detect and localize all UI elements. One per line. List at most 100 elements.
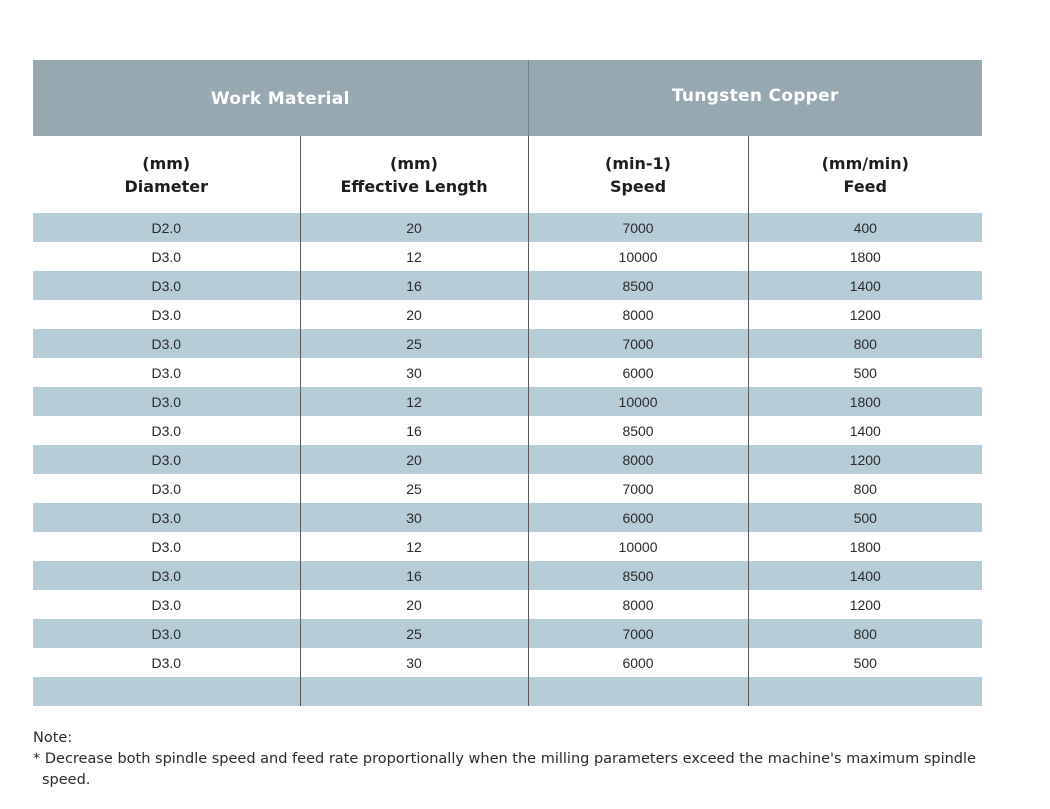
table-row: D3.0 16 8500 1400 bbox=[33, 271, 983, 300]
table-row: D3.0 16 8500 1400 bbox=[33, 416, 983, 445]
diameter-cell: D3.0 bbox=[33, 532, 300, 561]
effective-length-cell: 30 bbox=[299, 648, 529, 677]
work-material-label: Work Material bbox=[210, 89, 350, 109]
feed-cell: 800 bbox=[747, 329, 983, 358]
table-row: D3.0 12 10000 1800 bbox=[33, 242, 983, 271]
feed-cell: 1200 bbox=[747, 445, 983, 474]
feed-cell bbox=[747, 677, 983, 706]
effective-length-cell: 25 bbox=[299, 619, 529, 648]
effective-length-cell: 20 bbox=[299, 213, 529, 242]
speed-cell: 8500 bbox=[527, 416, 749, 445]
tungsten-copper-header: Tungsten Copper bbox=[528, 60, 983, 136]
note-label: Note: bbox=[33, 730, 73, 746]
table-row: D3.0 16 8500 1400 bbox=[33, 561, 983, 590]
table-row: D3.0 20 8000 1200 bbox=[33, 590, 983, 619]
diameter-cell: D3.0 bbox=[33, 358, 300, 387]
feed-cell: 500 bbox=[747, 503, 983, 532]
column-header-effective-length: (mm) Effective Length bbox=[299, 136, 529, 213]
column-unit: (mm) bbox=[390, 153, 438, 173]
table-head: Work Material Tungsten Copper (mm) Diame… bbox=[33, 60, 983, 213]
column-name: Feed bbox=[843, 176, 887, 196]
column-header-feed: (mm/min) Feed bbox=[747, 136, 983, 213]
effective-length-cell: 12 bbox=[299, 532, 529, 561]
column-name: Speed bbox=[609, 176, 667, 196]
speed-cell: 10000 bbox=[527, 387, 749, 416]
column-unit: (min-1) bbox=[605, 153, 671, 173]
effective-length-cell: 16 bbox=[299, 271, 529, 300]
speed-cell: 8000 bbox=[527, 590, 749, 619]
speed-cell: 10000 bbox=[527, 532, 749, 561]
feed-cell: 1800 bbox=[747, 532, 983, 561]
diameter-cell: D3.0 bbox=[33, 648, 300, 677]
table-row: D3.0 20 8000 1200 bbox=[33, 300, 983, 329]
table-row: D3.0 12 10000 1800 bbox=[33, 387, 983, 416]
effective-length-cell: 30 bbox=[299, 503, 529, 532]
column-name: Diameter bbox=[124, 176, 208, 196]
effective-length-cell: 12 bbox=[299, 387, 529, 416]
feed-cell: 1400 bbox=[747, 561, 983, 590]
diameter-cell: D2.0 bbox=[33, 213, 300, 242]
effective-length-cell: 16 bbox=[299, 561, 529, 590]
column-name: Effective Length bbox=[340, 176, 488, 196]
diameter-cell: D3.0 bbox=[33, 387, 300, 416]
feed-cell: 800 bbox=[747, 474, 983, 503]
feed-cell: 1200 bbox=[747, 300, 983, 329]
feed-cell: 500 bbox=[747, 358, 983, 387]
cutting-parameters-table: Work Material Tungsten Copper (mm) Diame… bbox=[33, 60, 983, 706]
effective-length-cell: 20 bbox=[299, 445, 529, 474]
table-row: D3.0 25 7000 800 bbox=[33, 329, 983, 358]
speed-cell: 6000 bbox=[527, 503, 749, 532]
cutting-parameters-table-wrap: Work Material Tungsten Copper (mm) Diame… bbox=[33, 60, 983, 706]
table-row: D3.0 20 8000 1200 bbox=[33, 445, 983, 474]
diameter-cell: D3.0 bbox=[33, 242, 300, 271]
footnote: Note: * Decrease both spindle speed and … bbox=[33, 728, 1023, 791]
table-row: D3.0 25 7000 800 bbox=[33, 474, 983, 503]
diameter-cell: D3.0 bbox=[33, 590, 300, 619]
effective-length-cell bbox=[299, 677, 529, 706]
group-header-row: Work Material Tungsten Copper bbox=[33, 60, 983, 136]
speed-cell: 8000 bbox=[527, 445, 749, 474]
table-row: D3.0 30 6000 500 bbox=[33, 648, 983, 677]
diameter-cell: D3.0 bbox=[33, 619, 300, 648]
column-unit: (mm/min) bbox=[821, 153, 909, 173]
column-header-diameter: (mm) Diameter bbox=[33, 136, 300, 213]
speed-cell: 8500 bbox=[527, 271, 749, 300]
speed-cell: 7000 bbox=[527, 619, 749, 648]
speed-cell: 6000 bbox=[527, 648, 749, 677]
feed-cell: 500 bbox=[747, 648, 983, 677]
feed-cell: 1400 bbox=[747, 271, 983, 300]
diameter-cell: D3.0 bbox=[33, 416, 300, 445]
effective-length-cell: 12 bbox=[299, 242, 529, 271]
table-row: D3.0 30 6000 500 bbox=[33, 358, 983, 387]
speed-cell: 7000 bbox=[527, 474, 749, 503]
speed-cell: 7000 bbox=[527, 329, 749, 358]
column-header-speed: (min-1) Speed bbox=[527, 136, 749, 213]
work-material-header: Work Material bbox=[33, 60, 529, 136]
diameter-cell: D3.0 bbox=[33, 474, 300, 503]
speed-cell: 6000 bbox=[527, 358, 749, 387]
effective-length-cell: 25 bbox=[299, 474, 529, 503]
feed-cell: 800 bbox=[747, 619, 983, 648]
effective-length-cell: 16 bbox=[299, 416, 529, 445]
speed-cell: 7000 bbox=[527, 213, 749, 242]
diameter-cell: D3.0 bbox=[33, 271, 300, 300]
table-row: D3.0 25 7000 800 bbox=[33, 619, 983, 648]
feed-cell: 400 bbox=[747, 213, 983, 242]
diameter-cell bbox=[33, 677, 300, 706]
feed-cell: 1800 bbox=[747, 387, 983, 416]
feed-cell: 1800 bbox=[747, 242, 983, 271]
effective-length-cell: 25 bbox=[299, 329, 529, 358]
effective-length-cell: 30 bbox=[299, 358, 529, 387]
table-row: D3.0 12 10000 1800 bbox=[33, 532, 983, 561]
speed-cell: 10000 bbox=[527, 242, 749, 271]
diameter-cell: D3.0 bbox=[33, 300, 300, 329]
effective-length-cell: 20 bbox=[299, 300, 529, 329]
speed-cell: 8000 bbox=[527, 300, 749, 329]
table-row: D3.0 30 6000 500 bbox=[33, 503, 983, 532]
diameter-cell: D3.0 bbox=[33, 445, 300, 474]
speed-cell: 8500 bbox=[527, 561, 749, 590]
diameter-cell: D3.0 bbox=[33, 503, 300, 532]
table-row: D2.0 20 7000 400 bbox=[33, 213, 983, 242]
table-body: D2.0 20 7000 400 D3.0 12 10000 1800 D3.0 16 8500 14… bbox=[33, 213, 983, 706]
feed-cell: 1200 bbox=[747, 590, 983, 619]
